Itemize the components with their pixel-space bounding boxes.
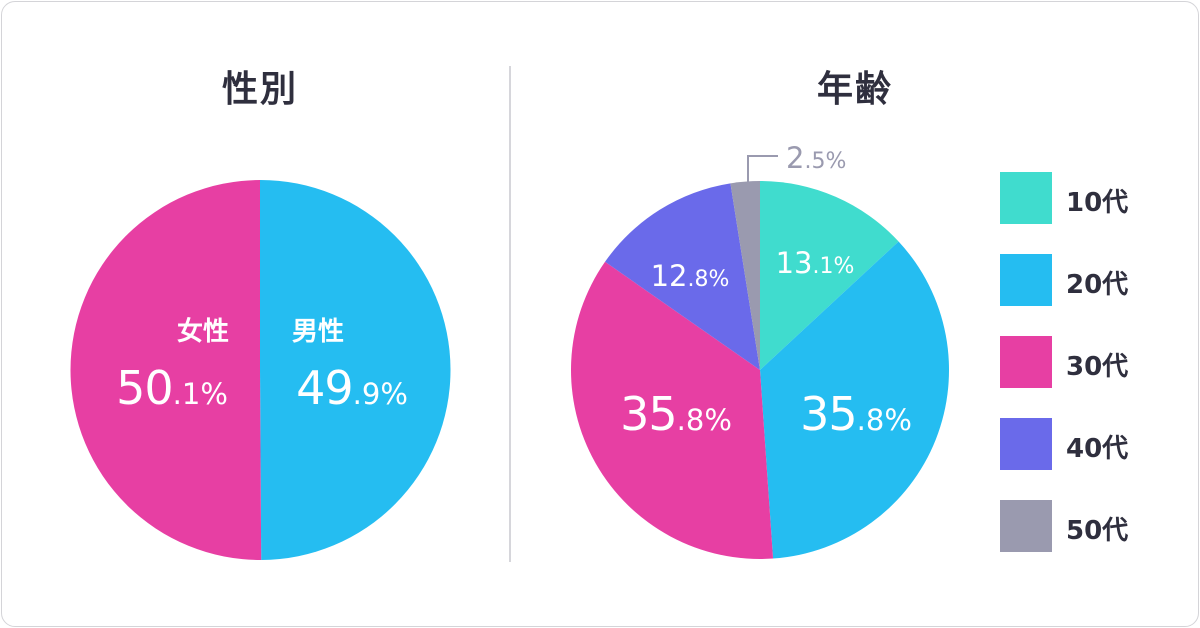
legend-swatch-30s — [1000, 336, 1052, 388]
legend-label-50s: 50代 — [1066, 516, 1129, 546]
legend-swatch-10s — [1000, 172, 1052, 224]
female-percent-int: 50 — [116, 361, 173, 415]
age-pie-slice-3 — [605, 183, 760, 370]
legend-swatch-50s — [1000, 500, 1052, 552]
twenties-percent-int: 35 — [800, 387, 857, 441]
thirties-percent-label: 35.8% — [620, 387, 732, 441]
legend-item-50s: 50代 — [1000, 500, 1180, 552]
twenties-percent-dec: .8% — [857, 403, 912, 437]
section-divider — [509, 66, 511, 562]
female-percent-dec: .1% — [173, 377, 228, 411]
thirties-percent-dec: .8% — [677, 403, 732, 437]
fifties-percent-int: 2 — [786, 141, 804, 175]
male-slice-label: 男性 — [292, 317, 344, 347]
legend-swatch-40s — [1000, 418, 1052, 470]
teens-percent-label: 13.1% — [776, 246, 855, 280]
age-chart-title: 年齢 — [816, 69, 893, 110]
forties-percent-dec: .8% — [688, 267, 730, 292]
legend-swatch-20s — [1000, 254, 1052, 306]
age-pie-slice-4 — [730, 181, 760, 370]
legend-label-10s: 10代 — [1066, 188, 1129, 218]
age-pie — [571, 180, 950, 560]
gender-chart-title: 性別 — [221, 69, 298, 110]
age-pie-slice-0 — [760, 180, 899, 370]
teens-percent-int: 13 — [776, 246, 813, 280]
legend-item-40s: 40代 — [1000, 418, 1180, 470]
forties-percent-int: 12 — [651, 259, 688, 293]
fifties-callout-line — [747, 155, 778, 216]
male-percent-int: 49 — [296, 361, 353, 415]
legend-label-30s: 30代 — [1066, 352, 1129, 382]
age-pie-slice-2 — [571, 261, 774, 560]
fifties-percent-label: 2.5% — [786, 141, 846, 175]
male-percent-dec: .9% — [353, 377, 408, 411]
female-slice-label: 女性 — [177, 316, 229, 347]
legend-item-30s: 30代 — [1000, 336, 1180, 388]
gender-pie-slice-0 — [260, 179, 451, 561]
legend-label-20s: 20代 — [1066, 270, 1129, 300]
thirties-percent-int: 35 — [620, 387, 677, 441]
age-pie-slice-1 — [760, 241, 950, 559]
forties-percent-label: 12.8% — [651, 259, 730, 293]
teens-percent-dec: .1% — [813, 254, 855, 279]
legend-item-20s: 20代 — [1000, 254, 1180, 306]
legend-label-40s: 40代 — [1066, 434, 1129, 464]
female-percent-label: 50.1% — [116, 361, 228, 415]
twenties-percent-label: 35.8% — [800, 387, 912, 441]
gender-pie — [70, 179, 451, 561]
fifties-percent-dec: .5% — [804, 149, 846, 174]
gender-pie-slice-1 — [70, 180, 262, 561]
legend-item-10s: 10代 — [1000, 172, 1180, 224]
male-percent-label: 49.9% — [296, 361, 408, 415]
